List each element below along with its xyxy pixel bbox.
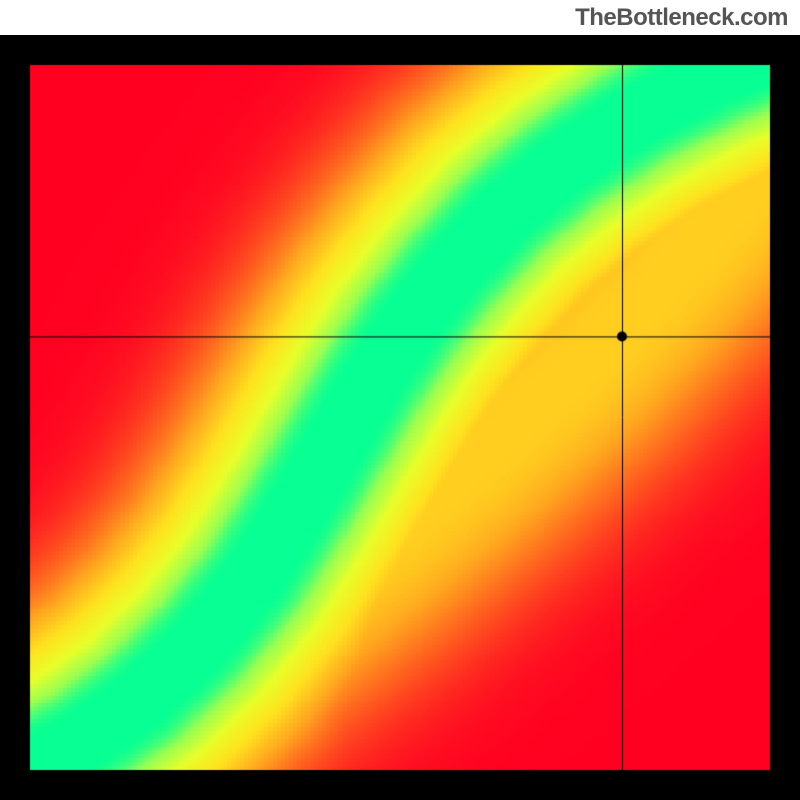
chart-container: TheBottleneck.com (0, 0, 800, 800)
watermark-text: TheBottleneck.com (575, 4, 788, 32)
heatmap-canvas (0, 35, 800, 800)
chart-area (0, 35, 800, 800)
